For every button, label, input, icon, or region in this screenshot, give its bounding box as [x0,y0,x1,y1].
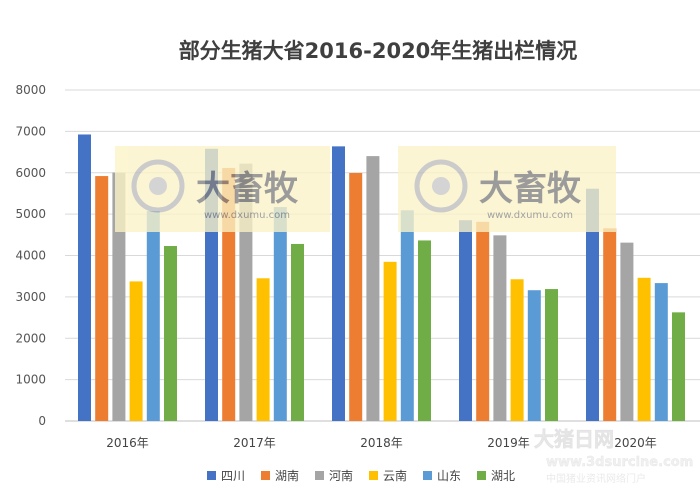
watermark-right: 大畜牧 www.dxumu.com [398,146,616,232]
legend-swatch [369,471,378,480]
bar [256,278,270,421]
legend-label: 云南 [383,468,407,483]
watermark-logo-dot-icon [149,177,167,195]
chart-title: 部分生猪大省2016-2020年生猪出栏情况 [179,39,578,63]
y-tick-label: 7000 [15,124,46,138]
bar [493,235,507,421]
legend-swatch [207,471,216,480]
legend-swatch [261,471,270,480]
bar [654,283,668,421]
watermark-logo-icon [131,159,185,213]
bar [78,134,91,421]
watermark-site: www.dxumu.com [487,210,573,221]
bar [476,221,490,421]
x-category-label: 2020年 [614,436,657,450]
bar [383,261,397,421]
bar [510,279,524,421]
legend: 四川 湖南 河南 云南 山东 湖北 [207,468,515,483]
bar [332,146,345,421]
bar [164,246,177,421]
bar [146,211,160,421]
y-tick-label: 6000 [15,166,46,180]
y-tick-label: 0 [38,414,46,428]
bar [418,240,431,421]
watermark-logo-icon [414,159,468,213]
y-tick-label: 8000 [15,83,46,97]
x-category-label: 2019年 [487,436,530,450]
y-tick-label: 3000 [15,290,46,304]
legend-label: 河南 [329,468,353,483]
watermark-logo-dot-icon [432,177,450,195]
bar [291,243,304,421]
y-axis-ticks: 0 1000 2000 3000 4000 5000 6000 7000 8000 [15,83,46,428]
y-tick-label: 5000 [15,207,46,221]
x-category-label: 2017年 [233,436,276,450]
bar [349,172,363,421]
legend-swatch [315,471,324,480]
bar [620,242,634,421]
bar [545,289,558,421]
bar [459,220,472,421]
bar [366,156,380,421]
y-tick-label: 1000 [15,373,46,387]
bar [637,277,651,421]
bar [527,290,541,421]
watermark-corner-site: www.3dsurcine.com [546,455,693,470]
legend-swatch [423,471,432,480]
legend-label: 湖南 [275,468,299,483]
bar [273,207,287,421]
bar [95,176,109,421]
bar [129,281,143,421]
bar [112,172,126,421]
bar [400,210,414,421]
legend-label: 山东 [437,469,461,483]
y-tick-label: 4000 [15,249,46,263]
watermark-left: 大畜牧 www.dxumu.com [115,146,330,232]
watermark-site: www.dxumu.com [204,210,290,221]
x-axis-categories: 2016年 2017年 2018年 2019年 2020年 [106,436,657,450]
bar [586,188,599,421]
x-category-label: 2018年 [360,436,403,450]
watermark-brand: 大畜牧 [196,169,299,209]
y-tick-label: 2000 [15,331,46,345]
watermark-brand: 大畜牧 [479,169,582,209]
legend-swatch [477,471,486,480]
legend-label: 四川 [221,469,245,483]
legend-label: 湖北 [491,468,515,483]
watermark-corner: 大猪日网 www.3dsurcine.com 中国猪业资讯网络门户 [534,427,694,485]
bar [672,312,685,421]
bar [603,228,617,421]
watermark-corner-brand: 大猪日网 [534,427,614,451]
x-category-label: 2016年 [106,436,149,450]
watermark-corner-tagline: 中国猪业资讯网络门户 [546,472,646,485]
